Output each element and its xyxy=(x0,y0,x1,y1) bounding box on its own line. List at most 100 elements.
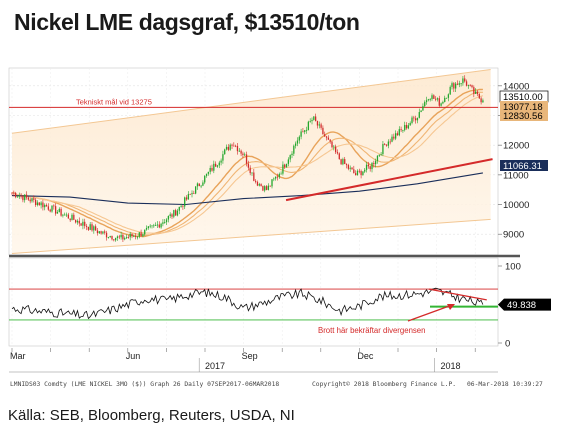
candle-body xyxy=(284,164,286,168)
candle-body xyxy=(142,234,144,237)
candle-body xyxy=(20,195,22,197)
candle-body xyxy=(174,210,177,216)
candle-body xyxy=(313,116,315,120)
candle-body xyxy=(380,154,382,155)
candle-body xyxy=(373,163,375,165)
candle-body xyxy=(287,159,290,164)
candle-body xyxy=(404,125,406,131)
candle-body xyxy=(436,98,439,100)
candle-body xyxy=(394,133,397,139)
long-moving-average-line xyxy=(11,172,483,206)
candle-body xyxy=(64,214,66,216)
candle-body xyxy=(422,106,424,111)
candle-body xyxy=(16,196,19,198)
candle-body xyxy=(44,204,46,208)
candle-body xyxy=(227,146,230,150)
candle-body xyxy=(345,164,348,166)
candle-body xyxy=(247,163,250,168)
candle-body xyxy=(47,206,50,210)
candle-body xyxy=(162,222,164,224)
candle-body xyxy=(418,112,420,118)
candle-body xyxy=(356,170,359,176)
candle-body xyxy=(80,223,82,226)
target-annotation: Tekniskt mål vid 13275 xyxy=(76,97,152,106)
annotation-arrow-head xyxy=(447,304,455,310)
candle-body xyxy=(260,184,262,187)
candle-body xyxy=(387,141,390,146)
candle-body xyxy=(384,144,386,145)
candle-body xyxy=(125,237,128,239)
candle-body xyxy=(258,184,260,186)
candle-body xyxy=(111,236,113,240)
x-axis-month-label: Dec xyxy=(357,351,374,361)
candle-body xyxy=(371,163,373,170)
candle-body xyxy=(120,234,122,238)
candle-body xyxy=(305,130,308,131)
candle-body xyxy=(464,78,466,82)
candle-body xyxy=(191,193,193,195)
rsi-current-label-box xyxy=(498,298,551,311)
candle-body xyxy=(460,83,462,85)
price-y-tick-label: 12000 xyxy=(503,141,529,152)
candle-body xyxy=(262,186,264,191)
candle-body xyxy=(267,185,270,190)
candle-body xyxy=(425,100,428,103)
rsi-y-tick-label: 0 xyxy=(505,339,510,350)
candle-body xyxy=(442,101,444,104)
candle-body xyxy=(344,159,346,165)
candle-body xyxy=(147,226,150,229)
candle-body xyxy=(222,154,224,161)
candle-body xyxy=(213,163,215,171)
candle-body xyxy=(349,167,351,169)
candle-body xyxy=(389,141,391,143)
rsi-panel-frame xyxy=(8,257,499,347)
candle-body xyxy=(307,121,310,131)
candle-body xyxy=(407,125,410,129)
candle-body xyxy=(316,121,319,126)
candle-body xyxy=(67,214,70,219)
candle-body xyxy=(234,145,237,147)
candle-body xyxy=(136,236,139,238)
candle-body xyxy=(82,221,84,226)
candle-body xyxy=(364,169,366,172)
price-label-text: 13077.18 xyxy=(503,102,543,113)
candle-body xyxy=(124,238,126,240)
price-y-tick-label: 10000 xyxy=(503,200,529,211)
price-label-box xyxy=(500,101,548,112)
candle-body xyxy=(154,225,157,226)
candle-body xyxy=(333,146,335,148)
candle-body xyxy=(29,199,31,202)
candle-body xyxy=(238,150,240,152)
candle-body xyxy=(84,221,86,226)
x-axis-month-label: Mar xyxy=(10,351,26,361)
candle-body xyxy=(293,145,295,154)
candle-body xyxy=(265,186,268,190)
candle-body xyxy=(451,83,453,87)
candle-body xyxy=(438,98,440,106)
candle-body xyxy=(342,159,344,165)
price-y-tick-label: 9000 xyxy=(503,230,524,241)
candle-body xyxy=(440,103,442,106)
candle-body xyxy=(14,192,17,198)
candle-body xyxy=(193,193,195,194)
candle-body xyxy=(482,100,484,103)
candle-body xyxy=(249,167,251,174)
candle-body xyxy=(393,136,395,139)
candle-body xyxy=(24,194,26,201)
rsi-divergence-line xyxy=(428,288,487,301)
candle-body xyxy=(467,84,470,86)
candle-body xyxy=(31,198,33,202)
candle-body xyxy=(236,146,239,152)
candle-body xyxy=(478,94,480,99)
candle-body xyxy=(278,173,280,178)
candle-body xyxy=(276,176,279,178)
candle-body xyxy=(149,225,151,227)
candle-body xyxy=(145,228,148,230)
candle-body xyxy=(351,167,353,170)
candle-body xyxy=(274,176,277,179)
candle-body xyxy=(411,117,413,123)
candle-body xyxy=(211,167,213,171)
candle-body xyxy=(129,233,131,238)
candle-body xyxy=(158,224,160,228)
candle-body xyxy=(198,183,200,187)
